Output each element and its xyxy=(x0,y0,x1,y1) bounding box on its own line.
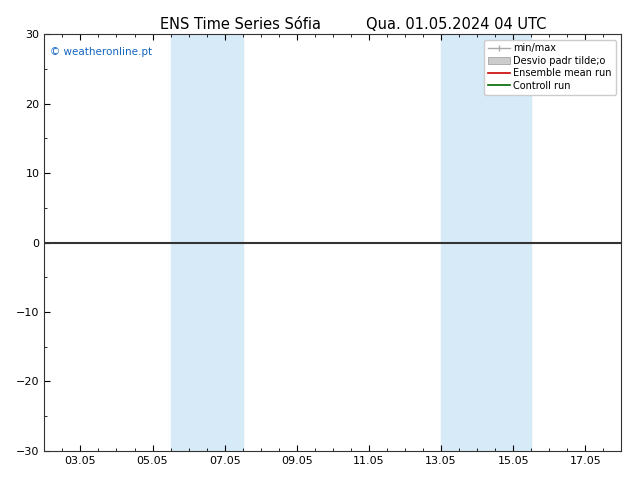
Text: ENS Time Series Sófia: ENS Time Series Sófia xyxy=(160,17,321,32)
Bar xyxy=(171,34,243,451)
Bar xyxy=(441,34,531,451)
Text: Qua. 01.05.2024 04 UTC: Qua. 01.05.2024 04 UTC xyxy=(366,17,547,32)
Text: © weatheronline.pt: © weatheronline.pt xyxy=(50,47,152,57)
Legend: min/max, Desvio padr tilde;o, Ensemble mean run, Controll run: min/max, Desvio padr tilde;o, Ensemble m… xyxy=(484,40,616,95)
